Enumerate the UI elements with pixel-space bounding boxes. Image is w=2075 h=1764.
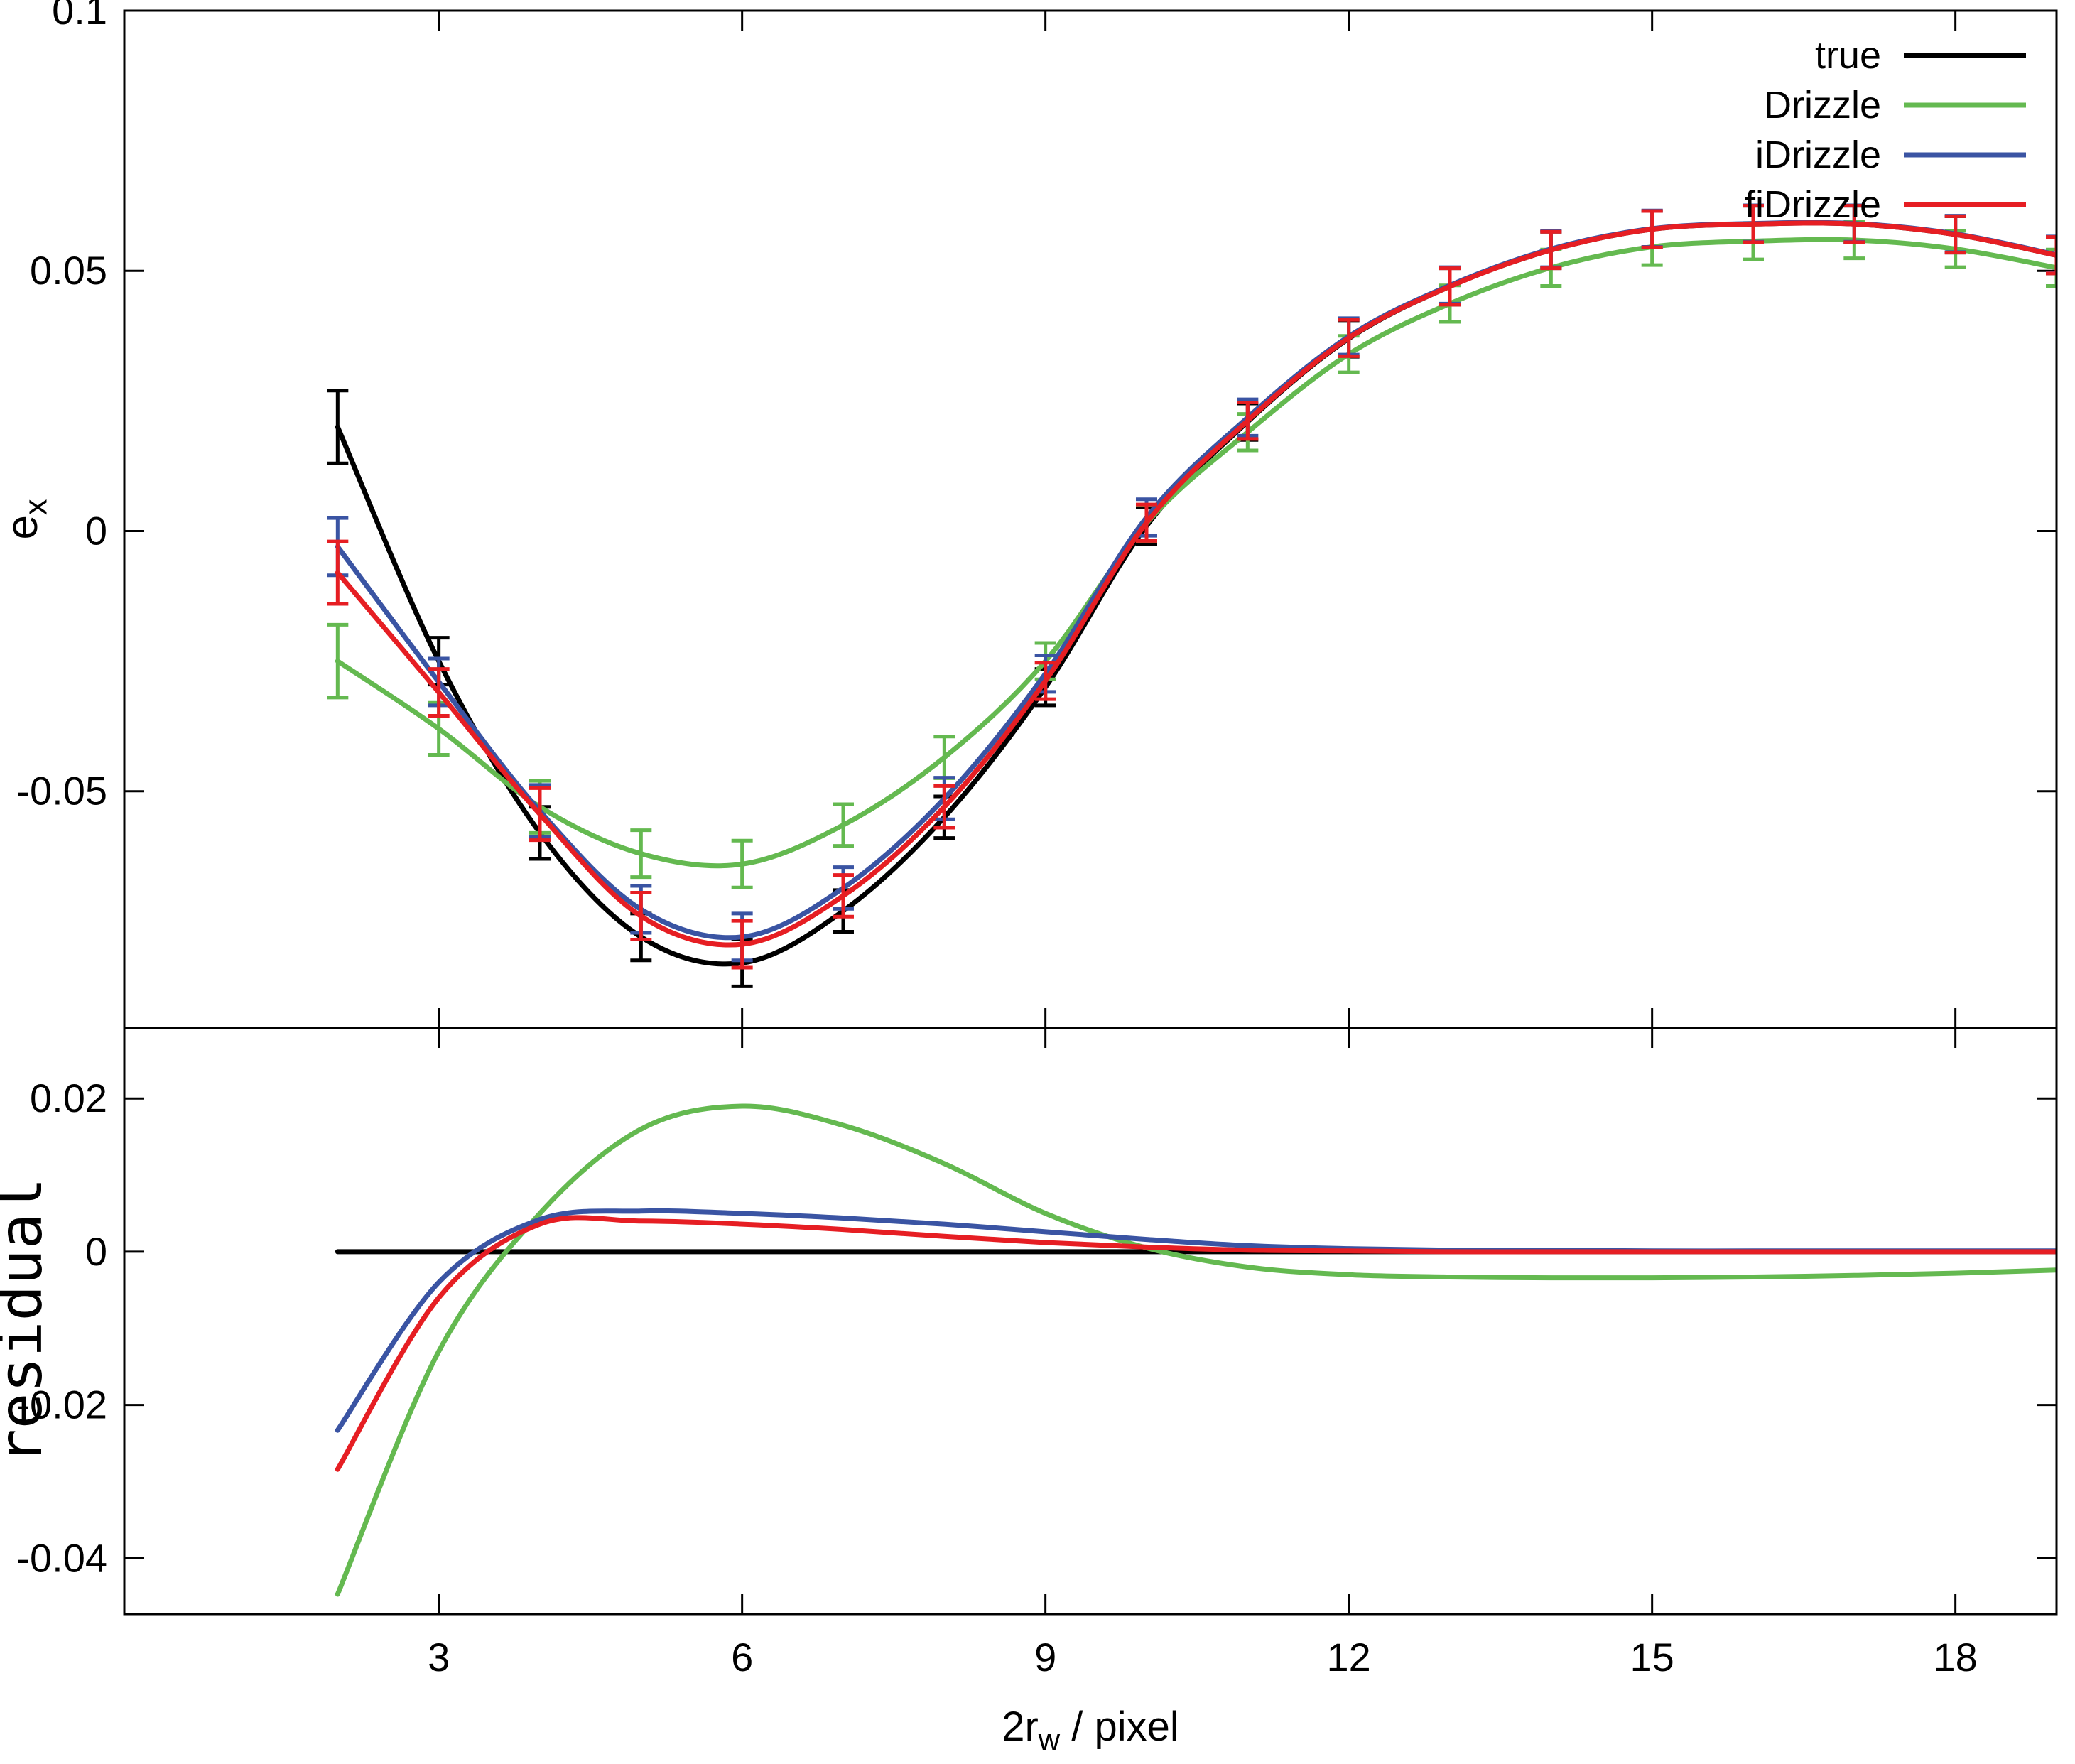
- y-tick-label: -0.02: [16, 1382, 107, 1427]
- x-tick-label: 3: [428, 1635, 450, 1679]
- panel-frame: [123, 1027, 2058, 1616]
- bottom-panel: 3 6 9 12 15 18 0.02 0 -0.02 -0.04 residual 2rw / pi…: [0, 1027, 2058, 1756]
- y-tick-label: 0.02: [30, 1076, 107, 1120]
- x-tick-label: 6: [731, 1635, 753, 1679]
- legend-label-iDrizzle: iDrizzle: [1755, 134, 1881, 176]
- legend-label-fiDrizzle: fiDrizzle: [1745, 183, 1881, 226]
- legend: true Drizzle iDrizzle fiDrizzle: [1745, 34, 2026, 226]
- series-layer: [335, 1103, 2057, 1597]
- x-tick-label: 12: [1327, 1635, 1371, 1679]
- x-tick-label: 15: [1630, 1635, 1674, 1679]
- error-bars-fiDrizzle: [327, 204, 2057, 970]
- y-tick-label: -0.05: [16, 769, 107, 813]
- y-tick-label: 0: [85, 1229, 107, 1274]
- y-tick-label: 0.1: [52, 0, 107, 33]
- series-fiDrizzle: [327, 204, 2057, 970]
- series-layer: [327, 203, 2057, 988]
- y-tick-label: 0.05: [30, 248, 107, 293]
- y-axis-label: ex: [0, 499, 54, 539]
- legend-label-Drizzle: Drizzle: [1764, 84, 1881, 126]
- series-line-fiDrizzle: [335, 1215, 2057, 1472]
- x-tick-label: 18: [1934, 1635, 1978, 1679]
- top-panel: 0.1 0.05 0 -0.05 ex true Drizzle iDrizzle fiDriz…: [0, 0, 2058, 1029]
- legend-label-true: true: [1815, 34, 1881, 77]
- y-tick-label: 0: [85, 508, 107, 553]
- series-fiDrizzle: [335, 1215, 2057, 1472]
- x-tick-label: 9: [1034, 1635, 1056, 1679]
- y-tick-label: -0.04: [16, 1535, 107, 1580]
- y-axis-label: residual: [0, 1177, 55, 1465]
- x-axis-label: 2rw / pixel: [1002, 1704, 1179, 1756]
